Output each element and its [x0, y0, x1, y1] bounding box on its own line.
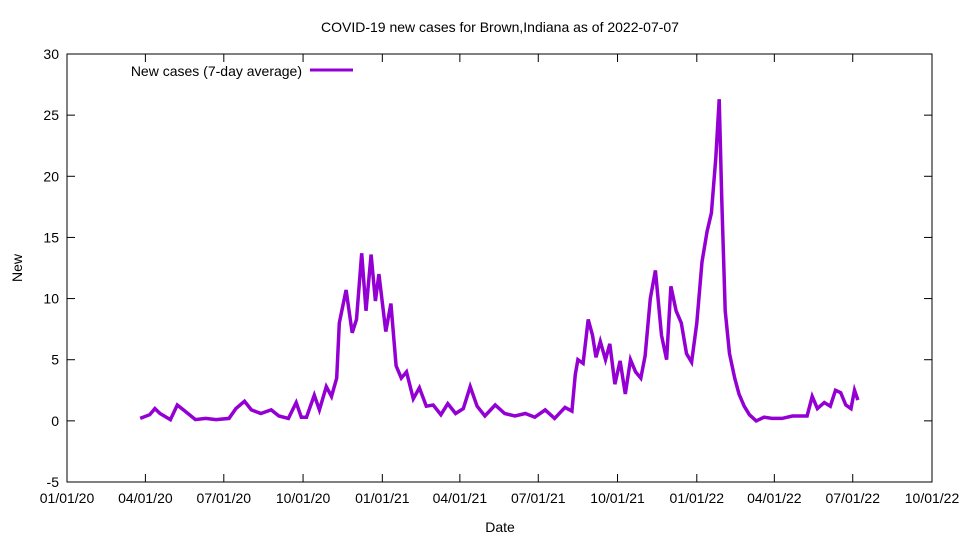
legend: New cases (7-day average): [131, 63, 353, 79]
y-axis: -5 0 5 10 15 20 25 30: [43, 46, 932, 490]
x-tick-label: 04/01/21: [433, 490, 488, 506]
y-tick-label: 25: [43, 107, 59, 123]
y-tick-label: 10: [43, 291, 59, 307]
y-tick-label: -5: [47, 474, 60, 490]
y-tick-label: 15: [43, 229, 59, 245]
y-tick-label: 0: [51, 413, 59, 429]
x-tick-label: 07/01/21: [511, 490, 566, 506]
y-tick-label: 30: [43, 46, 59, 62]
chart-title: COVID-19 new cases for Brown,Indiana as …: [321, 19, 679, 35]
x-tick-label: 10/01/21: [590, 490, 645, 506]
x-tick-label: 10/01/22: [905, 490, 960, 506]
legend-label: New cases (7-day average): [131, 63, 302, 79]
x-tick-label: 07/01/20: [197, 490, 252, 506]
x-tick-label: 07/01/22: [825, 490, 880, 506]
x-axis-label: Date: [485, 519, 515, 535]
series-group: [139, 99, 860, 423]
x-tick-label: 01/01/21: [355, 490, 410, 506]
x-tick-label: 04/01/20: [118, 490, 173, 506]
y-tick-label: 5: [51, 352, 59, 368]
x-tick-label: 10/01/20: [276, 490, 331, 506]
y-tick-label: 20: [43, 168, 59, 184]
x-axis: 01/01/20 04/01/20 07/01/20 10/01/20 01/01/21…: [40, 54, 960, 506]
x-tick-label: 04/01/22: [747, 490, 802, 506]
series-line: [139, 99, 860, 423]
x-tick-label: 01/01/20: [40, 490, 95, 506]
plot-frame: [66, 53, 933, 483]
x-tick-label: 01/01/22: [670, 490, 725, 506]
y-axis-label: New: [9, 253, 25, 282]
